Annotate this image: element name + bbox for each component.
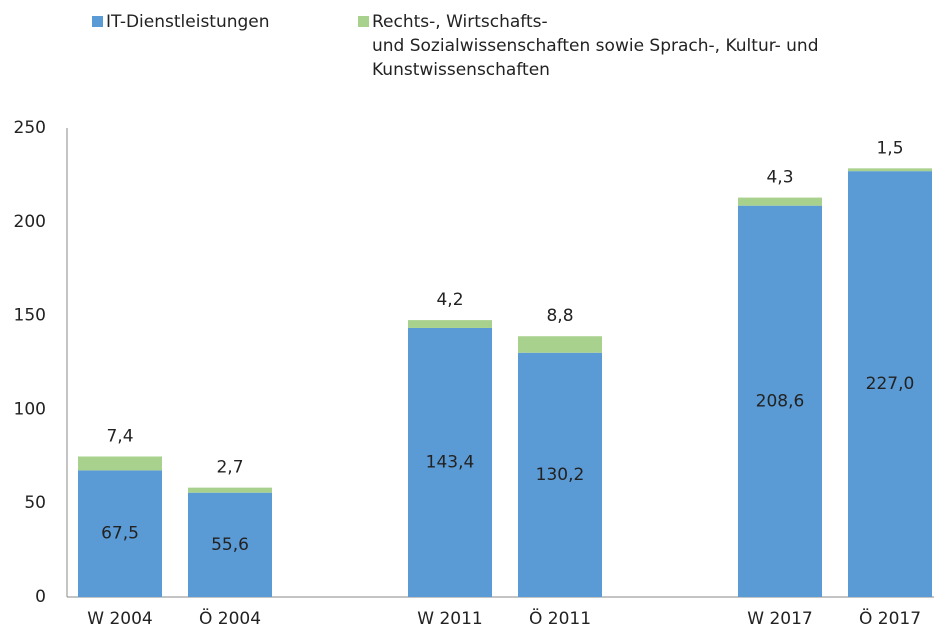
y-tick-label: 100 [14, 399, 46, 419]
bar-segment [738, 197, 822, 206]
bar-segment [408, 320, 492, 328]
bar-segment [518, 352, 602, 597]
bar-segment [848, 171, 932, 597]
bar-segment [518, 336, 602, 353]
bar-segment [78, 470, 162, 597]
x-tick-label: Ö 2011 [529, 607, 591, 627]
legend-item: IT-Dienstleistungen [92, 10, 270, 34]
y-tick-label: 200 [14, 212, 46, 232]
bar-segment [188, 487, 272, 493]
data-label: 8,8 [546, 306, 573, 326]
bar-segment [848, 168, 932, 172]
data-label: 55,6 [211, 535, 249, 555]
bar-segment [188, 492, 272, 597]
legend-label: Rechts-, Wirtschafts- und Sozialwissensc… [372, 12, 819, 80]
x-tick-label: W 2017 [747, 609, 812, 627]
x-tick-label: W 2011 [417, 609, 482, 627]
data-label: 143,4 [426, 452, 475, 472]
data-label: 4,3 [766, 168, 793, 188]
bar-segment [408, 327, 492, 597]
y-tick-label: 250 [14, 118, 46, 138]
data-label: 130,2 [536, 465, 585, 485]
x-tick-label: Ö 2004 [199, 607, 261, 627]
legend-swatch [358, 16, 369, 27]
x-tick-label: W 2004 [87, 609, 152, 627]
legend-swatch [92, 16, 103, 27]
data-label: 2,7 [216, 458, 243, 478]
data-label: 208,6 [756, 391, 805, 411]
legend-item: Rechts-, Wirtschafts- und Sozialwissensc… [358, 10, 819, 82]
data-label: 7,4 [106, 426, 133, 446]
bar-segment [78, 456, 162, 471]
y-tick-label: 0 [35, 587, 46, 607]
legend: IT-Dienstleistungen Rechts-, Wirtschafts-… [0, 10, 934, 100]
bar-segment [738, 205, 822, 598]
x-tick-label: Ö 2017 [859, 607, 921, 627]
data-label: 227,0 [866, 374, 915, 394]
data-label: 1,5 [876, 138, 903, 158]
data-label: 67,5 [101, 524, 139, 544]
y-tick-label: 150 [14, 306, 46, 326]
legend-label: IT-Dienstleistungen [106, 12, 270, 32]
data-label: 4,2 [436, 290, 463, 310]
y-tick-label: 50 [24, 493, 46, 513]
